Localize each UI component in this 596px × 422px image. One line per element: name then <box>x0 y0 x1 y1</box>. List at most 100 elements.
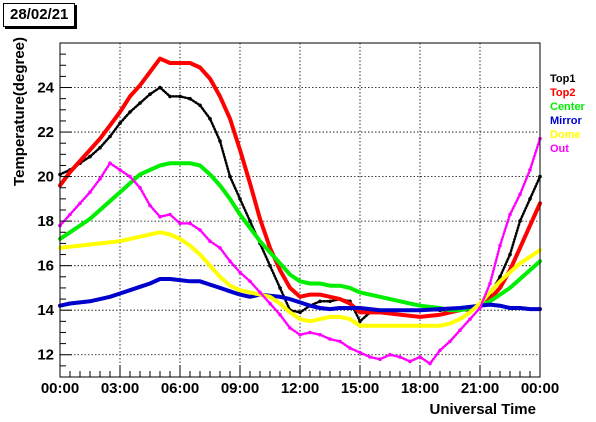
data-point <box>158 214 162 219</box>
data-point <box>118 121 122 125</box>
data-point <box>228 259 232 264</box>
data-point <box>178 94 182 99</box>
y-tick-label: 24 <box>37 80 54 97</box>
data-point <box>208 116 212 121</box>
data-point <box>88 190 92 194</box>
data-point <box>78 201 82 206</box>
data-point <box>168 94 172 99</box>
data-point <box>488 281 492 286</box>
legend-entry-mirror: Mirror <box>550 115 583 127</box>
data-point <box>108 134 112 139</box>
data-point <box>248 279 252 284</box>
data-point <box>138 185 142 190</box>
series-trace-out <box>58 137 542 366</box>
data-point <box>278 312 282 317</box>
date-label: 28/02/21 <box>3 3 76 27</box>
x-tick-label: 03:00 <box>101 380 139 397</box>
series-line-dome <box>58 230 542 328</box>
data-point <box>358 350 362 355</box>
data-point <box>428 361 432 366</box>
data-point <box>158 85 162 90</box>
y-tick-label: 20 <box>37 169 54 186</box>
data-point <box>188 96 192 101</box>
data-point <box>218 139 222 143</box>
data-point <box>178 221 182 226</box>
data-point <box>388 352 392 357</box>
data-point <box>168 212 172 217</box>
data-point <box>148 92 152 96</box>
data-point <box>318 332 322 337</box>
data-point <box>298 332 302 337</box>
data-point <box>128 110 132 114</box>
data-point <box>218 246 222 250</box>
data-point <box>98 145 102 150</box>
data-point <box>198 228 202 232</box>
data-point <box>238 270 242 275</box>
data-point <box>238 197 242 201</box>
legend-entry-top1: Top1 <box>550 73 575 85</box>
data-point <box>298 310 302 315</box>
series-layer <box>58 56 542 366</box>
data-point <box>68 212 72 217</box>
data-point <box>98 177 102 181</box>
data-point <box>228 174 232 179</box>
data-point <box>518 192 522 197</box>
data-point <box>278 286 282 290</box>
x-tick-label: 00:00 <box>521 380 559 397</box>
series-dome <box>58 230 542 328</box>
x-tick-label: 15:00 <box>341 380 379 397</box>
data-point <box>318 299 322 304</box>
data-point <box>288 326 292 330</box>
data-point <box>408 359 412 364</box>
data-point <box>308 330 312 335</box>
data-point <box>468 317 472 321</box>
data-point <box>528 168 532 172</box>
data-point <box>478 306 482 310</box>
y-tick-label: 22 <box>37 124 54 141</box>
legend-entry-top2: Top2 <box>550 87 575 99</box>
y-tick-label: 18 <box>37 213 54 230</box>
x-axis-title: Universal Time <box>430 401 536 418</box>
x-tick-label: 12:00 <box>281 380 319 397</box>
data-point <box>128 174 132 179</box>
data-point <box>368 355 372 359</box>
data-point <box>198 103 202 108</box>
x-tick-label: 06:00 <box>161 380 199 397</box>
y-axis-title: Temperature(degree) <box>11 37 28 186</box>
data-point <box>438 348 442 353</box>
data-point <box>248 219 252 223</box>
data-point <box>508 252 512 257</box>
legend-entry-dome: Dome <box>550 129 581 141</box>
series-out <box>58 136 542 366</box>
data-point <box>328 337 332 341</box>
data-point <box>138 101 142 105</box>
data-point <box>348 346 352 350</box>
data-point <box>328 299 332 304</box>
legend-entry-out: Out <box>550 143 569 155</box>
data-point <box>258 290 262 295</box>
data-point <box>498 243 502 248</box>
x-tick-label: 09:00 <box>221 380 259 397</box>
y-tick-label: 16 <box>37 258 54 275</box>
axis-ticks: 12 14 16 18 20 22 24 00:00 03:00 06:00 09:00 12:00 1… <box>37 42 559 397</box>
y-tick-label: 12 <box>37 347 54 364</box>
x-tick-label: 00:00 <box>41 380 79 397</box>
data-point <box>358 319 362 324</box>
data-point <box>88 154 92 159</box>
data-point <box>458 328 462 333</box>
data-point <box>448 339 452 344</box>
x-tick-label: 18:00 <box>401 380 439 397</box>
data-point <box>268 301 272 306</box>
data-point <box>118 168 122 172</box>
data-point <box>528 197 532 201</box>
legend-entry-center: Center <box>550 101 586 113</box>
x-tick-label: 21:00 <box>461 380 499 397</box>
data-point <box>148 203 152 208</box>
data-point <box>378 357 382 362</box>
data-point <box>418 355 422 359</box>
data-point <box>108 161 112 165</box>
data-point <box>188 221 192 226</box>
data-point <box>518 219 522 223</box>
data-point <box>508 212 512 217</box>
